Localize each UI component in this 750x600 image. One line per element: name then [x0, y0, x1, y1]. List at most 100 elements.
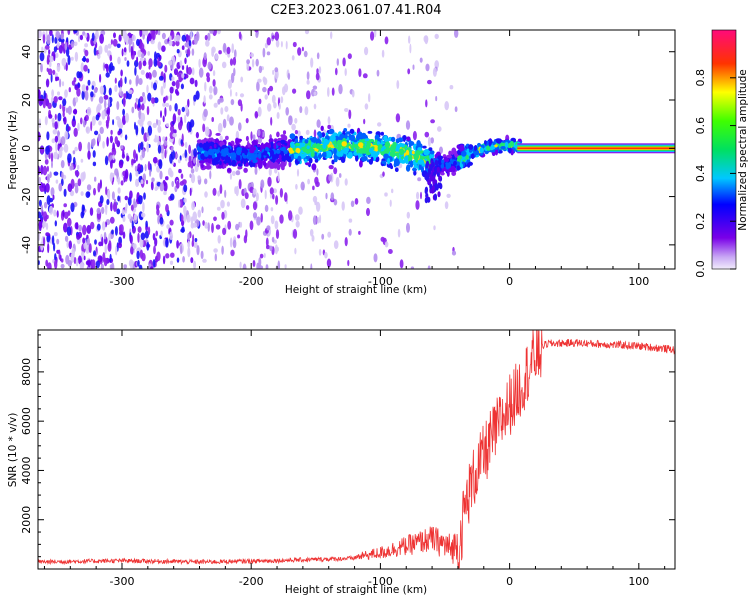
spectral-point — [38, 30, 42, 39]
spectral-point — [140, 141, 144, 151]
spectral-point — [287, 72, 291, 80]
spectral-point — [182, 153, 186, 158]
spectral-point — [117, 195, 120, 202]
spectral-point — [355, 154, 359, 162]
spectral-point — [413, 170, 417, 176]
spectral-point — [170, 252, 175, 258]
spectral-point — [50, 152, 54, 163]
spectral-point — [205, 141, 209, 149]
spectral-point — [135, 153, 138, 162]
spectral-point — [47, 68, 53, 76]
spectral-point — [46, 34, 51, 45]
spectral-point — [271, 236, 275, 243]
spectral-point — [187, 98, 190, 108]
spectral-point — [410, 266, 415, 269]
spectral-point — [409, 43, 412, 54]
spectral-point — [165, 204, 169, 213]
spectral-point — [358, 142, 364, 148]
spectral-point — [147, 160, 151, 171]
spectral-point — [53, 232, 58, 237]
spectral-point — [266, 37, 271, 46]
spectral-point — [406, 222, 410, 233]
spectral-point — [390, 165, 394, 170]
spectral-point — [215, 224, 221, 230]
spectral-point — [252, 260, 256, 267]
spectral-point — [134, 102, 137, 110]
spectral-point — [358, 148, 364, 154]
spectral-point — [184, 57, 187, 64]
spectral-point — [110, 39, 113, 45]
spectral-point — [137, 163, 142, 172]
spectral-point — [348, 109, 352, 120]
spectral-point — [446, 154, 452, 159]
spectral-point — [166, 123, 169, 127]
spectral-point — [48, 49, 51, 55]
spectral-point — [67, 183, 73, 193]
spectral-point — [300, 181, 305, 191]
spectral-point — [367, 130, 373, 134]
spectral-point — [157, 41, 162, 51]
spectral-point — [67, 126, 71, 131]
spectral-point — [204, 222, 209, 229]
spectral-point — [189, 77, 195, 85]
spectral-point — [394, 167, 399, 172]
spectral-point — [38, 232, 41, 241]
spectral-point — [427, 136, 431, 147]
spectral-point — [238, 179, 242, 190]
spectral-point — [271, 35, 275, 40]
spectral-point — [231, 152, 237, 160]
spectral-point — [105, 186, 108, 196]
spectral-point — [164, 64, 168, 73]
spectral-point — [41, 46, 44, 52]
spectral-point — [86, 234, 89, 239]
spectral-point — [85, 58, 90, 63]
spectral-point — [195, 131, 199, 139]
spectral-point — [264, 189, 267, 200]
spectral-point — [122, 108, 125, 116]
spectral-point — [252, 188, 257, 195]
spectral-point — [267, 87, 270, 96]
spectral-point — [151, 97, 155, 104]
spectral-point — [252, 134, 256, 141]
spectral-point — [344, 237, 348, 247]
spectral-point — [130, 204, 134, 211]
spectral-point — [139, 237, 144, 248]
spectral-point — [43, 236, 46, 247]
spectral-point — [105, 205, 108, 216]
spectral-point — [189, 173, 192, 178]
spectral-point — [49, 61, 52, 68]
spectral-point — [144, 163, 147, 172]
spectral-point — [51, 89, 54, 98]
spectral-point — [437, 155, 444, 160]
spectral-point — [146, 105, 150, 116]
spectral-point — [437, 126, 442, 132]
spectral-point — [186, 48, 191, 57]
spectral-point — [53, 209, 57, 217]
spectral-point — [203, 95, 206, 104]
spectral-point — [67, 260, 73, 267]
spectral-point — [148, 58, 153, 68]
spectral-point — [116, 208, 121, 215]
spectral-point — [187, 247, 191, 258]
spectral-point — [208, 94, 213, 100]
spectral-point — [202, 220, 205, 226]
spectral-point — [104, 155, 109, 166]
spectral-point — [144, 230, 149, 239]
spectral-point — [104, 244, 107, 255]
spectral-point — [243, 167, 248, 173]
spectral-point — [57, 91, 60, 96]
spectral-point — [263, 253, 266, 258]
spectral-point — [42, 165, 48, 176]
spectral-point — [349, 128, 355, 134]
spectral-point — [163, 181, 168, 192]
spectral-point — [252, 212, 258, 219]
spectral-point — [45, 78, 50, 88]
spectral-point — [141, 212, 146, 218]
spectral-point — [299, 106, 303, 114]
spectral-point — [301, 46, 304, 52]
spectral-point — [342, 57, 346, 67]
spectral-point — [193, 260, 197, 269]
spectral-point — [130, 45, 134, 56]
y-tick-label: 2000 — [20, 506, 33, 534]
